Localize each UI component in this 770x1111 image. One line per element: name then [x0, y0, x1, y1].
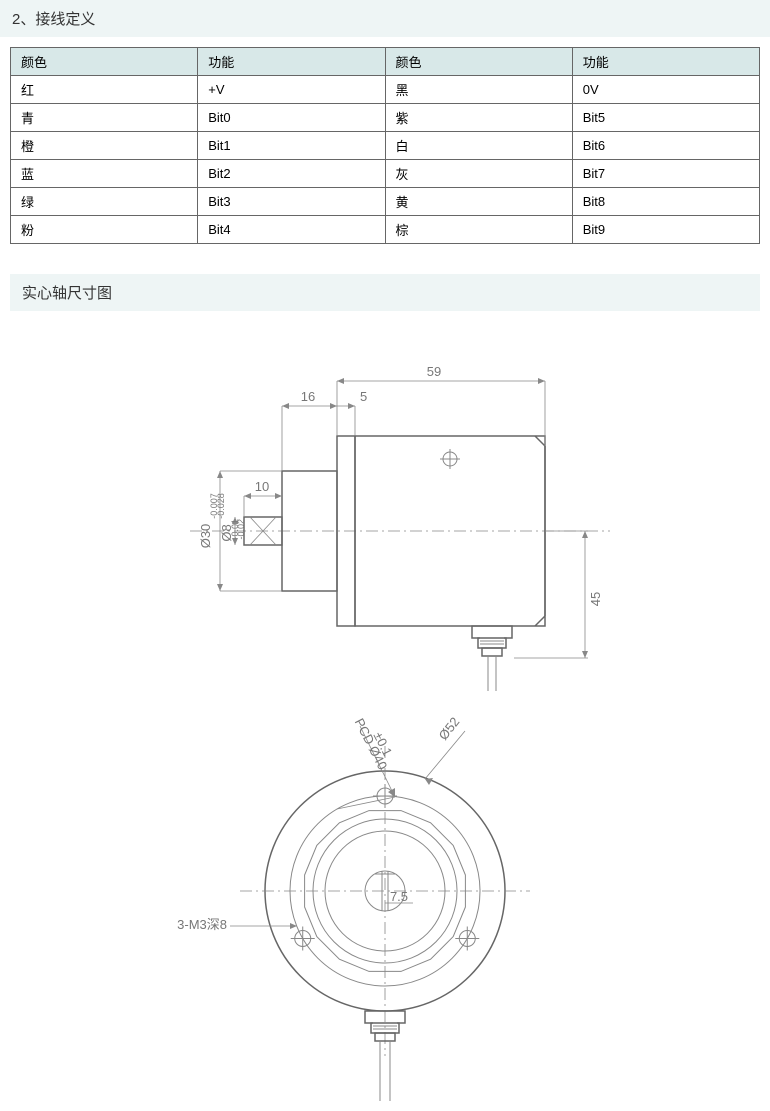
table-cell: 绿	[11, 188, 198, 216]
table-cell: Bit4	[198, 216, 385, 244]
table-cell: 棕	[385, 216, 572, 244]
table-cell: Bit1	[198, 132, 385, 160]
table-header-row: 颜色 功能 颜色 功能	[11, 48, 760, 76]
table-cell: Bit5	[572, 104, 759, 132]
diagram-title: 实心轴尺寸图	[10, 274, 760, 311]
table-cell: 红	[11, 76, 198, 104]
table-cell: 0V	[572, 76, 759, 104]
dim-m3: 3-M3深8	[177, 917, 227, 932]
dim-d30: Ø30	[198, 524, 213, 549]
table-cell: 橙	[11, 132, 198, 160]
table-cell: 青	[11, 104, 198, 132]
table-row: 红+V黑0V	[11, 76, 760, 104]
table-cell: +V	[198, 76, 385, 104]
wiring-table: 颜色 功能 颜色 功能 红+V黑0V青Bit0紫Bit5橙Bit1白Bit6蓝B…	[10, 47, 760, 244]
section-title-wiring: 2、接线定义	[0, 0, 770, 37]
table-cell: 蓝	[11, 160, 198, 188]
dim-d8-tol2: -0.02	[236, 519, 246, 540]
table-cell: Bit7	[572, 160, 759, 188]
table-cell: Bit8	[572, 188, 759, 216]
dim-7p5: 7.5	[390, 889, 408, 904]
table-cell: Bit3	[198, 188, 385, 216]
dim-d30-tol2: -0.028	[216, 493, 226, 519]
dim-5: 5	[360, 389, 367, 404]
wiring-table-wrap: 颜色 功能 颜色 功能 红+V黑0V青Bit0紫Bit5橙Bit1白Bit6蓝B…	[0, 47, 770, 244]
front-view-drawing: Ø52 PCD Ø40 ±0.1 3-M3深8 7.5	[135, 691, 635, 1111]
table-row: 蓝Bit2灰Bit7	[11, 160, 760, 188]
table-cell: 白	[385, 132, 572, 160]
table-row: 粉Bit4棕Bit9	[11, 216, 760, 244]
th-color2: 颜色	[385, 48, 572, 76]
table-cell: Bit9	[572, 216, 759, 244]
table-cell: 粉	[11, 216, 198, 244]
table-cell: 黄	[385, 188, 572, 216]
dim-16: 16	[301, 389, 315, 404]
diagram-section: 实心轴尺寸图 59 16 5 10	[0, 274, 770, 1111]
th-func2: 功能	[572, 48, 759, 76]
table-cell: Bit6	[572, 132, 759, 160]
table-cell: 紫	[385, 104, 572, 132]
table-row: 橙Bit1白Bit6	[11, 132, 760, 160]
th-func1: 功能	[198, 48, 385, 76]
table-row: 青Bit0紫Bit5	[11, 104, 760, 132]
dim-59: 59	[427, 364, 441, 379]
th-color1: 颜色	[11, 48, 198, 76]
dim-45: 45	[588, 592, 603, 606]
table-cell: 黑	[385, 76, 572, 104]
dim-10: 10	[255, 479, 269, 494]
table-cell: 灰	[385, 160, 572, 188]
side-view-drawing: 59 16 5 10 45 Ø30 -0.007 -0.028 Ø8 -0.01…	[110, 331, 660, 691]
table-row: 绿Bit3黄Bit8	[11, 188, 760, 216]
table-cell: Bit2	[198, 160, 385, 188]
table-cell: Bit0	[198, 104, 385, 132]
